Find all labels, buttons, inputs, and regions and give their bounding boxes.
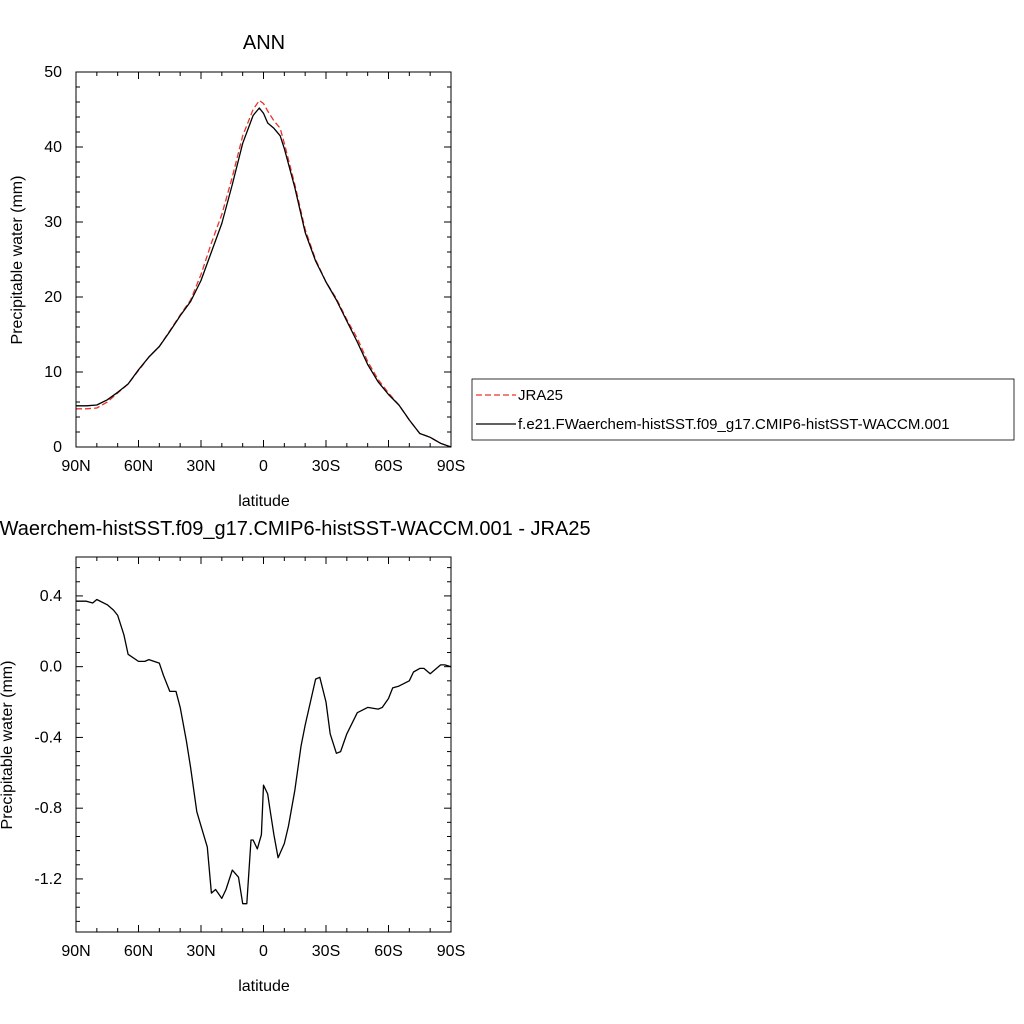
y-tick-label: -0.4 [34, 729, 62, 746]
plot-frame [75, 71, 452, 448]
x-tick-label: 60N [124, 458, 153, 475]
chart-title: ANN [243, 32, 285, 54]
x-tick-label: 30S [312, 943, 340, 960]
x-tick-label: 90N [61, 943, 90, 960]
legend: JRA25 f.e21.FWaerchem-histSST.f09_g17.CM… [471, 378, 1015, 441]
x-tick-label: 0 [259, 458, 268, 475]
tick-group: 90N 60N 30N 0 30S 60S 90S 0 10 20 30 40 50 [44, 64, 465, 475]
y-tick-label: 10 [44, 364, 62, 381]
x-tick-label: 60N [124, 943, 153, 960]
x-tick-label: 30S [312, 458, 340, 475]
y-tick-label: 0.0 [40, 659, 62, 676]
x-tick-label: 0 [259, 943, 268, 960]
y-tick-label: 40 [44, 139, 62, 156]
y-tick-label: 20 [44, 289, 62, 306]
plot-frame [75, 556, 452, 933]
series-group [76, 99, 452, 448]
y-axis-label: Precipitable water (mm) [9, 176, 26, 345]
x-tick-label: 90S [437, 458, 465, 475]
chart-panel-difference: f.e21.FWaerchem-histSST.f09_g17.CMIP6-hi… [0, 518, 591, 995]
y-axis-label: Precipitable water (mm) [0, 661, 16, 830]
chart-panel-annual-mean: ANN Precipitable water (mm) latitude 90N… [9, 32, 465, 510]
y-tick-label: 50 [44, 64, 62, 81]
x-tick-label: 30N [186, 458, 215, 475]
x-axis-label: latitude [238, 978, 290, 995]
x-tick-label: 90S [437, 943, 465, 960]
legend-label-model: f.e21.FWaerchem-histSST.f09_g17.CMIP6-hi… [518, 416, 950, 433]
y-tick-label: -1.2 [34, 871, 62, 888]
x-tick-label: 60S [374, 458, 402, 475]
y-tick-label: 30 [44, 214, 62, 231]
x-tick-label: 30N [186, 943, 215, 960]
x-tick-label: 60S [374, 943, 402, 960]
series-line-1 [76, 107, 452, 448]
y-tick-label: -0.8 [34, 800, 62, 817]
series-line-0 [76, 598, 452, 905]
chart-title: f.e21.FWaerchem-histSST.f09_g17.CMIP6-hi… [0, 518, 591, 540]
legend-box [471, 378, 1015, 441]
tick-group: 90N 60N 30N 0 30S 60S 90S 0.4 0.0 -0.4 -0.8 -1.2 [34, 557, 465, 960]
legend-label-jra25: JRA25 [518, 387, 563, 404]
series-group [76, 598, 452, 905]
x-axis-label: latitude [238, 493, 290, 510]
y-tick-label: 0.4 [40, 588, 62, 605]
x-tick-label: 90N [61, 458, 90, 475]
y-tick-label: 0 [53, 439, 62, 456]
series-line-0 [76, 99, 452, 448]
